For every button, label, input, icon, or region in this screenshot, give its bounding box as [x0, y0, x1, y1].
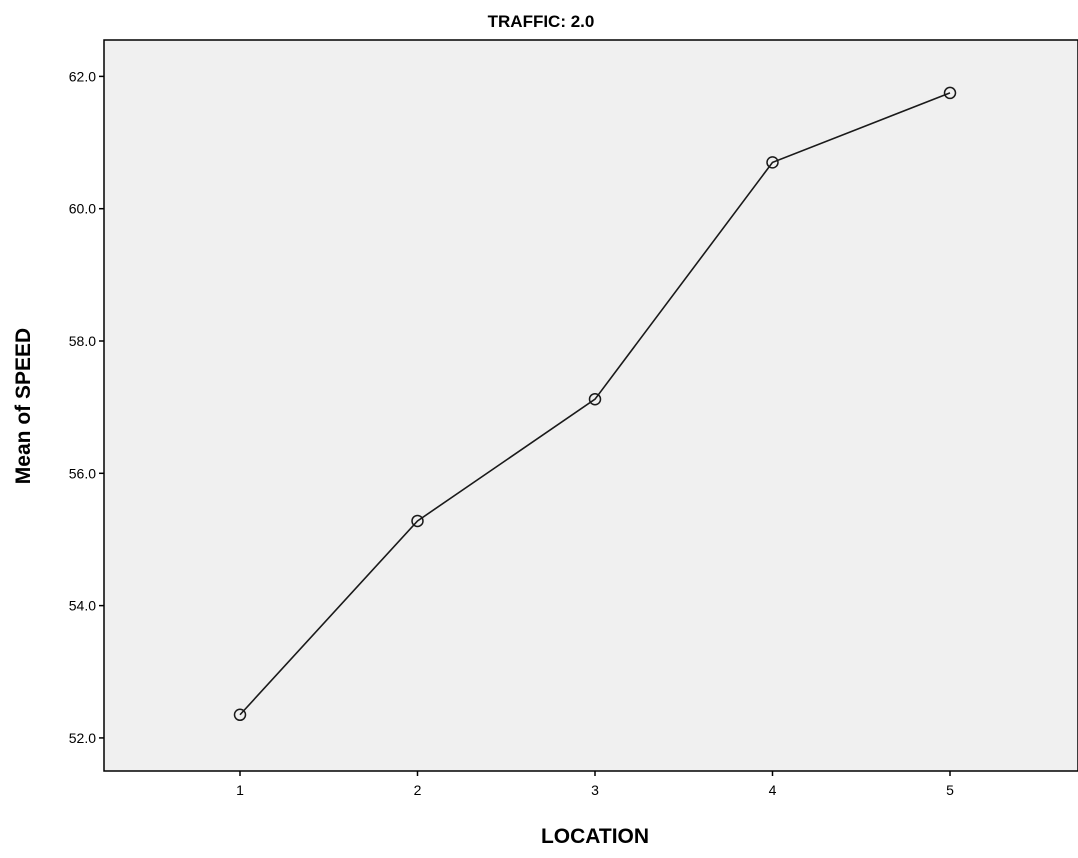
- data-point-marker: [588, 392, 602, 406]
- data-point-marker: [766, 156, 779, 169]
- x-tick-label: 3: [591, 782, 599, 798]
- x-tick-label: 2: [414, 782, 422, 798]
- y-tick-label: 58.0: [69, 333, 96, 349]
- x-axis-ticks: 1 2 3 4 5: [236, 771, 954, 798]
- x-tick-label: 5: [946, 782, 954, 798]
- x-tick-label: 1: [236, 782, 244, 798]
- y-axis-ticks: 52.0 54.0 56.0 58.0 60.0 62.0: [69, 68, 104, 746]
- y-tick-label: 52.0: [69, 730, 96, 746]
- data-series: [233, 86, 957, 722]
- series-line: [239, 92, 951, 716]
- y-axis-title: Mean of SPEED: [12, 328, 35, 484]
- data-point-marker: [943, 86, 957, 100]
- chart-title: TRAFFIC: 2.0: [488, 12, 595, 31]
- y-tick-label: 62.0: [69, 68, 96, 84]
- x-tick-label: 4: [769, 782, 777, 798]
- data-point-marker: [233, 708, 247, 722]
- x-axis-title: LOCATION: [541, 825, 649, 848]
- y-tick-label: 60.0: [69, 201, 96, 217]
- y-tick-label: 54.0: [69, 598, 96, 614]
- y-tick-label: 56.0: [69, 465, 96, 481]
- plot-area: [103, 39, 1078, 772]
- data-point-marker: [411, 514, 424, 528]
